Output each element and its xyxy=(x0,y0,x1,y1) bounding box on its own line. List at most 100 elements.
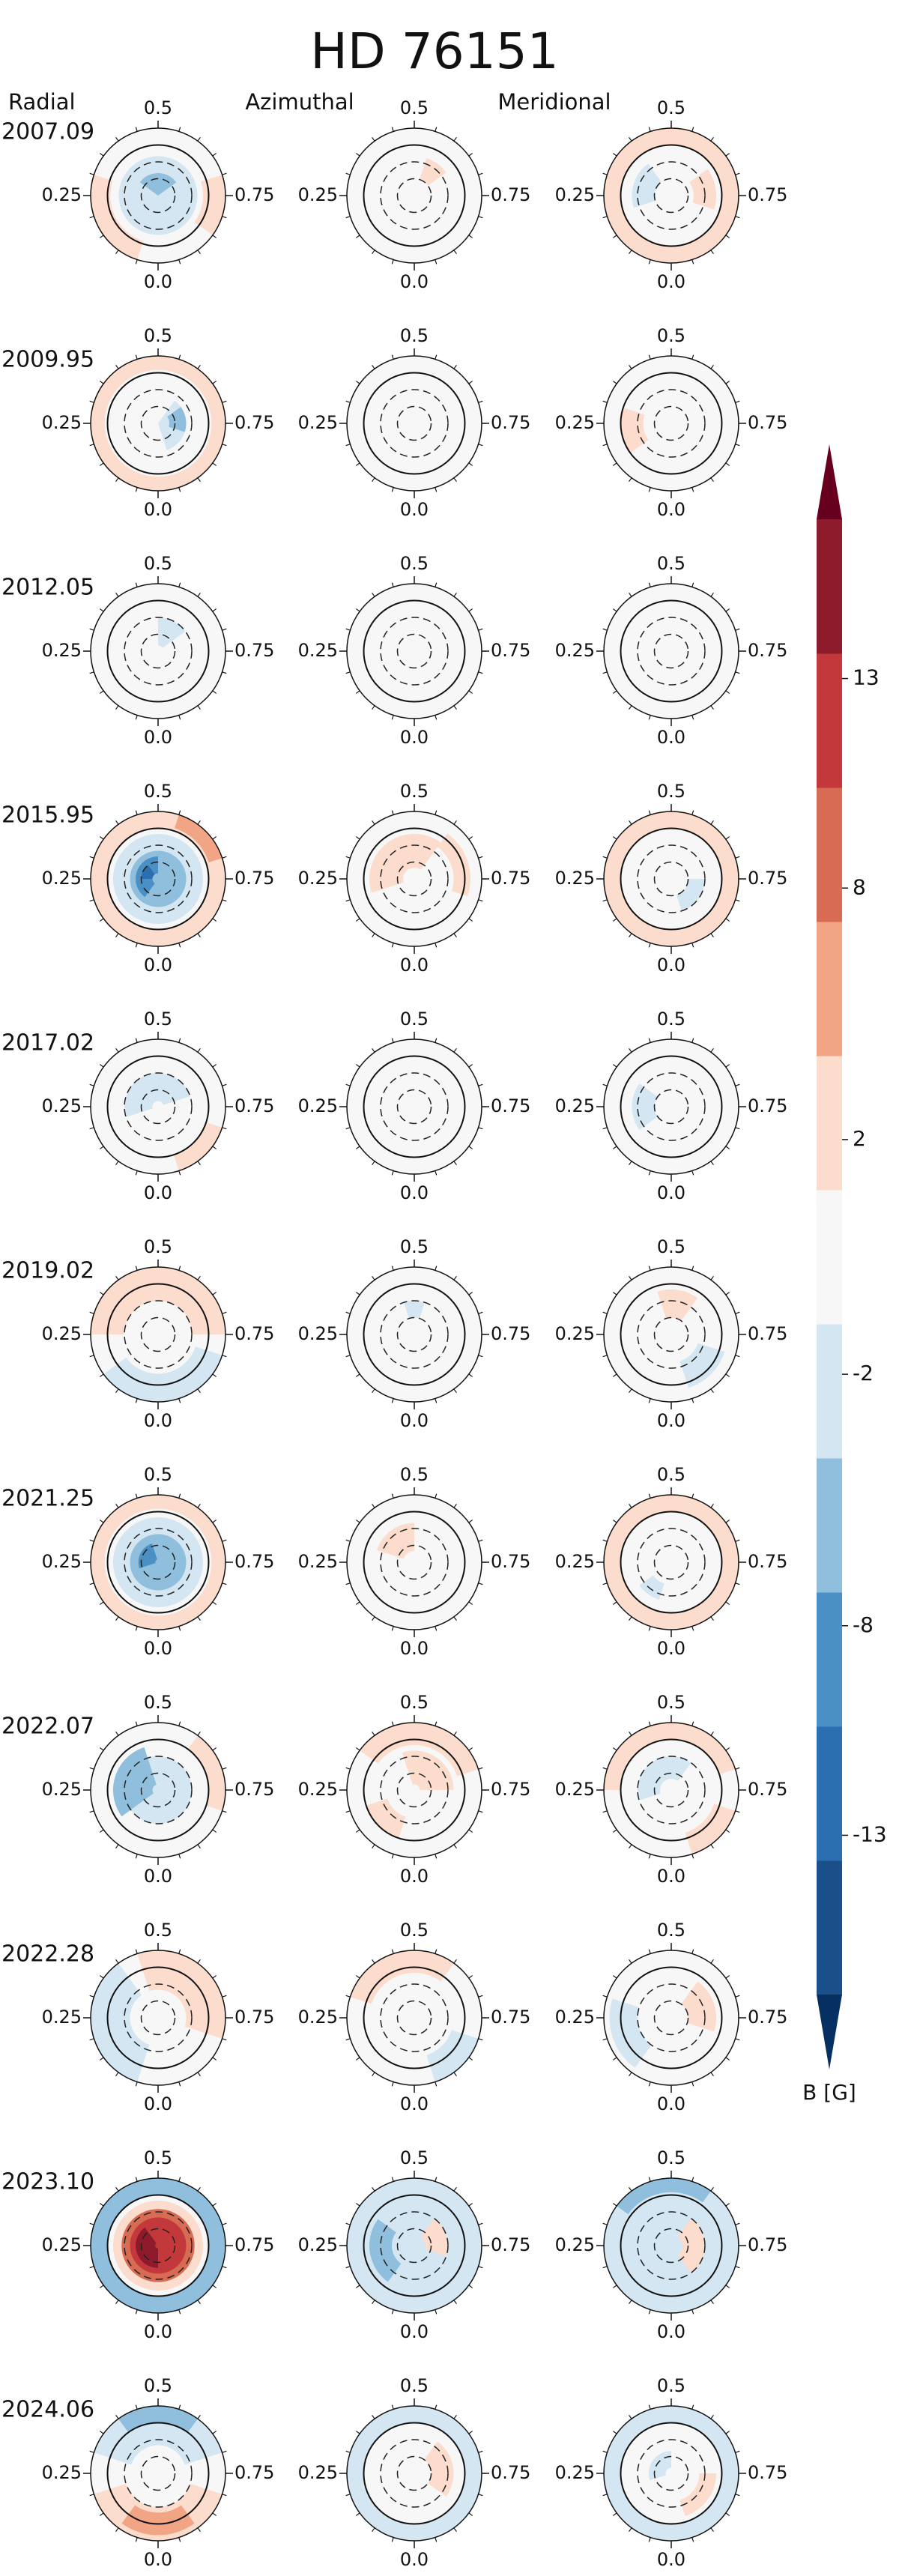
minor-tick xyxy=(691,1398,694,1403)
phase-tick-label: 0.75 xyxy=(234,1551,274,1572)
minor-tick xyxy=(725,1975,730,1979)
grid-circle xyxy=(380,1300,449,1369)
minor-tick xyxy=(135,487,138,492)
minor-tick xyxy=(453,364,457,369)
field-patch xyxy=(419,158,447,186)
minor-tick xyxy=(135,259,138,264)
phase-tick-label: 0.0 xyxy=(144,955,172,976)
minor-tick xyxy=(197,477,201,483)
minor-tick xyxy=(453,592,457,597)
colorbar-tick-label: -2 xyxy=(853,1361,874,1385)
phase-tick-label: 0.0 xyxy=(144,1866,172,1887)
minor-tick xyxy=(345,444,351,447)
minor-tick xyxy=(115,1388,119,1394)
map-background xyxy=(604,1267,739,1402)
grid-circle xyxy=(653,2455,689,2491)
colorbar-extend-under xyxy=(817,1995,842,2069)
field-patch xyxy=(175,814,223,862)
phase-tick-label: 0.0 xyxy=(400,727,429,748)
map-background xyxy=(604,1039,739,1174)
colorbar-band xyxy=(817,1190,842,1325)
grid-circle xyxy=(140,178,176,214)
minor-tick xyxy=(178,582,181,587)
minor-tick xyxy=(710,1503,714,1508)
minor-tick xyxy=(478,444,483,447)
minor-tick xyxy=(478,400,483,403)
minor-tick xyxy=(478,628,483,631)
colorbar-label: B [G] xyxy=(802,2080,856,2105)
minor-tick xyxy=(735,856,740,859)
minor-tick xyxy=(345,2266,351,2269)
grid-circle xyxy=(620,2422,723,2525)
minor-tick xyxy=(710,1047,714,1053)
minor-tick xyxy=(725,1146,730,1149)
minor-tick xyxy=(372,1047,375,1053)
field-patch xyxy=(679,1343,725,1388)
minor-tick xyxy=(478,172,483,175)
minor-tick xyxy=(222,1995,227,1998)
grid-circle xyxy=(124,1528,193,1597)
grid-circle xyxy=(106,1738,210,1842)
minor-tick xyxy=(468,1064,473,1068)
minor-tick xyxy=(99,1829,104,1833)
phase-tick-label: 0.0 xyxy=(144,499,172,520)
minor-tick xyxy=(691,1266,694,1271)
minor-tick xyxy=(629,250,632,255)
grid-circle xyxy=(620,372,723,475)
phase-tick-label: 0.75 xyxy=(491,1551,530,1572)
minor-tick xyxy=(453,1047,457,1053)
minor-tick xyxy=(710,136,714,142)
minor-tick xyxy=(435,582,438,587)
minor-tick xyxy=(602,172,608,175)
minor-tick xyxy=(345,1810,351,1813)
phase-tick-label: 0.75 xyxy=(748,184,787,205)
phase-tick-label: 0.25 xyxy=(298,2462,338,2483)
epoch-label: 2015.95 xyxy=(1,802,94,829)
grid-circle xyxy=(396,1316,432,1352)
phase-tick-label: 0.75 xyxy=(234,640,274,661)
phase-tick-label: 0.25 xyxy=(298,412,338,433)
polar-map: 0.0 0.25 0.5 0.75 xyxy=(42,2147,275,2342)
phase-tick-label: 0.75 xyxy=(491,868,530,889)
minor-tick xyxy=(115,1047,119,1053)
colorbar-band xyxy=(817,653,842,788)
minor-tick xyxy=(629,1047,632,1053)
epoch-label: 2009.95 xyxy=(1,347,94,373)
phase-tick-label: 0.25 xyxy=(298,2007,338,2028)
minor-tick xyxy=(468,918,473,922)
minor-tick xyxy=(345,1582,351,1585)
grid-circle xyxy=(620,1283,723,1386)
phase-tick-label: 0.25 xyxy=(555,2007,595,2028)
grid-circle xyxy=(380,1756,449,1824)
minor-tick xyxy=(602,2494,608,2497)
grid-circle xyxy=(140,2000,176,2036)
minor-tick xyxy=(89,2038,94,2041)
epoch-label: 2017.02 xyxy=(1,1030,94,1056)
minor-tick xyxy=(453,1275,457,1281)
grid-circle xyxy=(637,389,706,458)
minor-tick xyxy=(735,628,740,631)
phase-tick-label: 0.0 xyxy=(657,2549,685,2570)
minor-tick xyxy=(735,2450,740,2453)
minor-tick xyxy=(135,2404,138,2410)
epoch-label: 2021.25 xyxy=(1,1486,94,1512)
minor-tick xyxy=(629,2300,632,2305)
phase-tick-label: 0.25 xyxy=(555,2462,595,2483)
grid-circle xyxy=(637,1983,706,2052)
polar-map: 0.0 0.25 0.5 0.75 xyxy=(42,325,275,520)
minor-tick xyxy=(691,1626,694,1631)
minor-tick xyxy=(602,1311,608,1314)
minor-tick xyxy=(115,933,119,938)
grid-circle xyxy=(637,2439,706,2508)
minor-tick xyxy=(691,487,694,492)
minor-tick xyxy=(135,1949,138,1954)
minor-tick xyxy=(135,1721,138,1726)
minor-tick xyxy=(178,2177,181,2182)
phase-tick-label: 0.25 xyxy=(42,1323,82,1344)
grid-circle xyxy=(124,1756,193,1824)
field-patch xyxy=(685,1803,736,1854)
minor-tick xyxy=(222,1810,227,1813)
minor-tick xyxy=(372,592,375,597)
minor-tick xyxy=(453,1731,457,1736)
minor-tick xyxy=(691,1170,694,1176)
